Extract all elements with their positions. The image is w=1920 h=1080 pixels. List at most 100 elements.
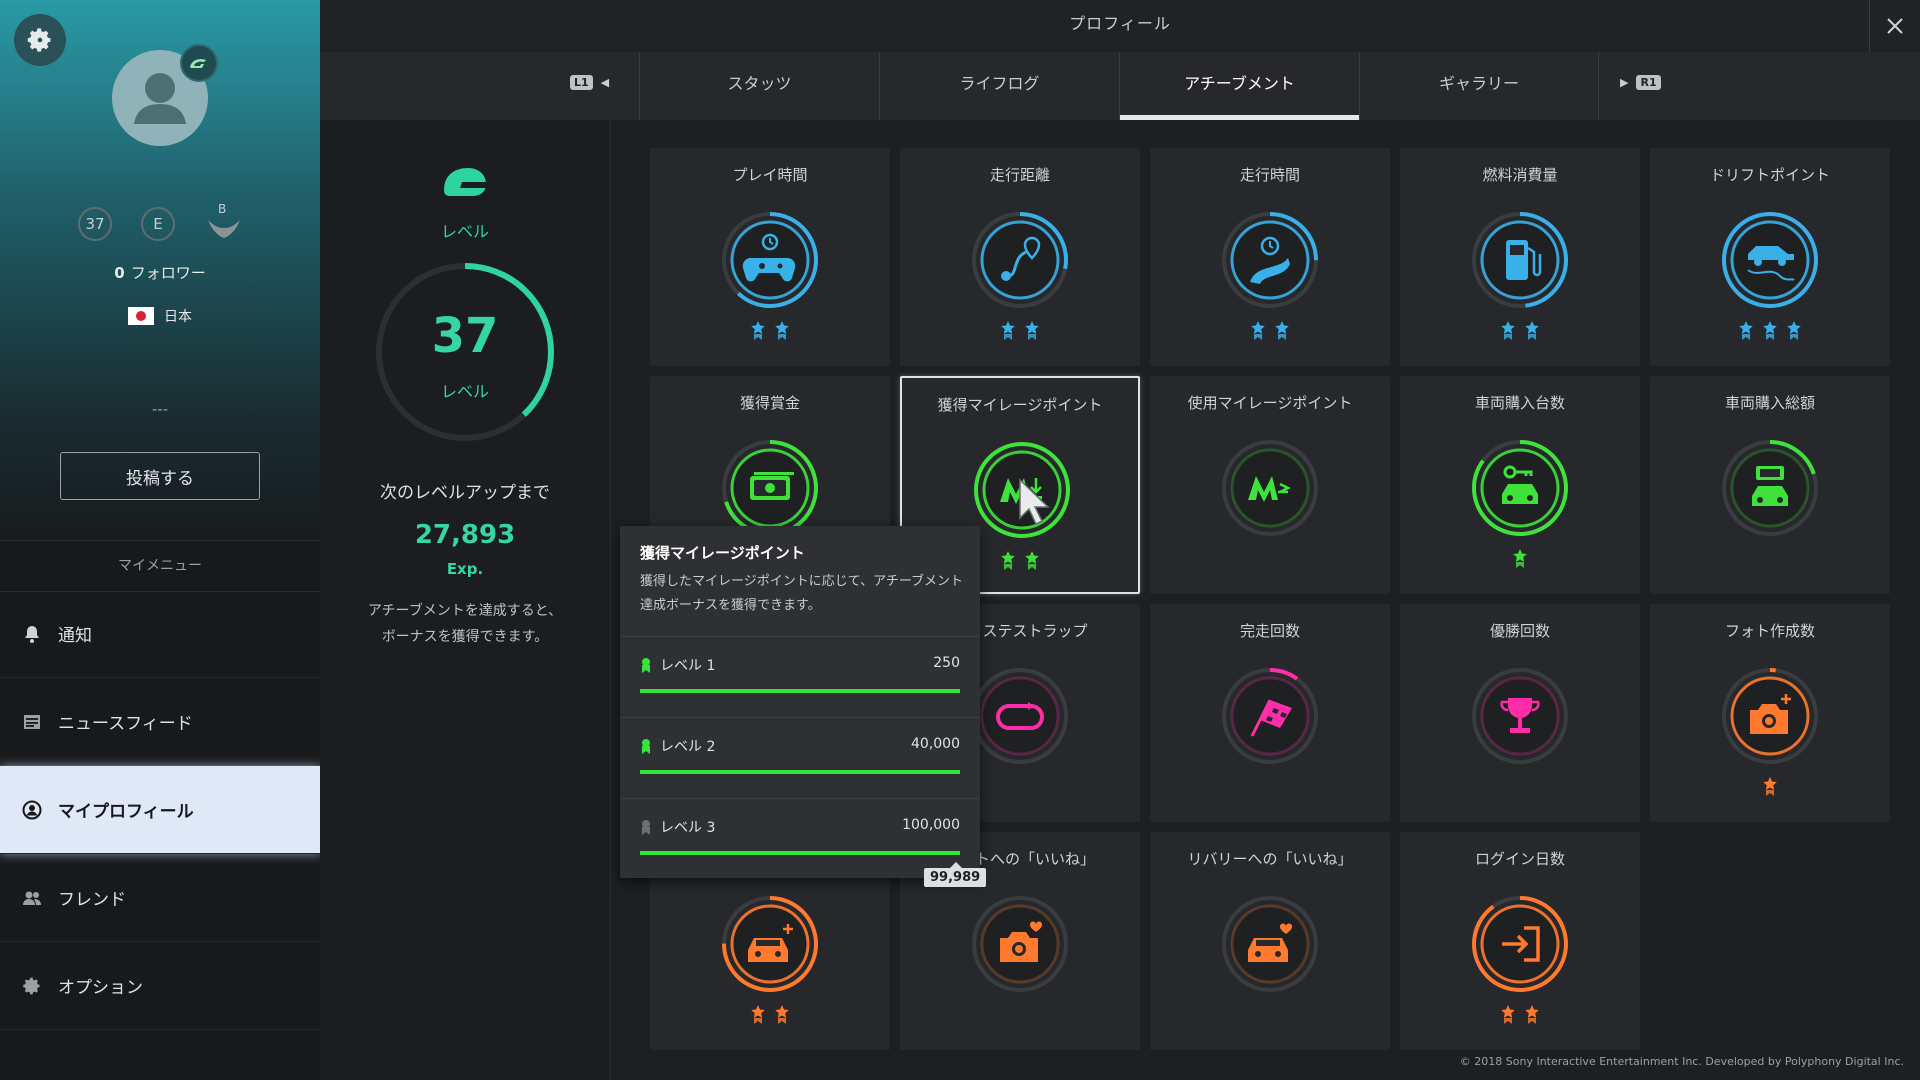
tooltip-level-value: 100,000	[902, 817, 960, 833]
route-pin-icon	[968, 208, 1072, 312]
achievement-card[interactable]: 優勝回数	[1400, 604, 1640, 822]
achievement-stars	[1650, 320, 1890, 342]
gamepad-clock-icon	[718, 208, 822, 312]
level-unit: レベル	[440, 382, 489, 401]
achievement-card[interactable]: フォト作成数	[1650, 604, 1890, 822]
tab-next-hint[interactable]: ▶ R1	[1620, 75, 1661, 90]
ribbon-star-icon	[1738, 320, 1754, 340]
menu-item-newsfeed[interactable]: ニュースフィード	[0, 678, 320, 766]
ribbon-icon	[642, 820, 650, 835]
gear-icon	[27, 28, 51, 52]
ribbon-icon	[642, 658, 650, 673]
settings-button[interactable]	[14, 14, 66, 66]
achievement-stars	[650, 1004, 890, 1026]
achievement-card[interactable]: 車両購入台数	[1400, 376, 1640, 594]
wings-icon	[208, 220, 240, 238]
post-button[interactable]: 投稿する	[60, 452, 260, 500]
achievement-stars	[900, 1004, 1140, 1026]
ribbon-star-icon	[774, 1004, 790, 1024]
tab-achievements[interactable]: アチーブメント	[1119, 52, 1359, 120]
next-level-exp: 27,893	[414, 520, 516, 550]
close-button[interactable]	[1869, 0, 1920, 52]
achievement-stars	[1400, 320, 1640, 342]
ribbon-star-icon	[1500, 320, 1516, 340]
login-icon	[1468, 892, 1572, 996]
achievement-stars	[1150, 548, 1390, 570]
camera-plus-icon	[1718, 664, 1822, 768]
menu-item-friends[interactable]: フレンド	[0, 854, 320, 942]
achievement-title: プレイ時間	[732, 166, 808, 184]
achievement-title: フォト作成数	[1724, 622, 1815, 640]
achievement-tooltip: 獲得マイレージポイント 獲得したマイレージポイントに応じて、アチーブメント達成ボ…	[620, 526, 980, 878]
achievement-card[interactable]: 走行時間	[1150, 148, 1390, 366]
achievement-title: フォトへの「いいね」	[944, 850, 1095, 868]
close-icon	[1887, 18, 1903, 34]
driver-rating-badge: E	[141, 207, 175, 241]
menu-item-notifications[interactable]: 通知	[0, 590, 320, 678]
car-key-icon	[1468, 436, 1572, 540]
level-label: レベル	[440, 222, 489, 241]
tab-stats[interactable]: スタッツ	[639, 52, 879, 120]
tooltip-level-bar	[640, 689, 960, 693]
achievement-stars	[650, 320, 890, 342]
checkered-flag-icon	[1218, 664, 1322, 768]
ribbon-star-icon	[774, 320, 790, 340]
tabs: スタッツ ライフログ アチーブメント ギャラリー	[639, 52, 1599, 120]
achievement-title: 燃料消費量	[1482, 166, 1558, 184]
menu-item-my-profile[interactable]: マイプロフィール	[0, 766, 321, 854]
profile-icon	[22, 800, 42, 820]
gear-icon	[22, 976, 42, 996]
achievement-card[interactable]: 完走回数	[1150, 604, 1390, 822]
gt-badge	[180, 44, 218, 82]
sportsmanship-rating-badge: B	[204, 202, 244, 244]
achievement-stars	[1400, 548, 1640, 570]
tab-prev-hint[interactable]: L1 ◀	[570, 75, 609, 90]
followers[interactable]: 0 フォロワー	[0, 262, 320, 283]
achievement-card[interactable]: 走行距離	[900, 148, 1140, 366]
achievement-card[interactable]: 車両購入総額	[1650, 376, 1890, 594]
friends-icon	[22, 888, 42, 908]
ribbon-star-icon	[1250, 320, 1266, 340]
achievement-stars	[902, 550, 1138, 572]
achievements-grid: プレイ時間 走行距離 走行時間 燃料消費量 ドリフトポイント 獲得賞金	[650, 148, 1890, 1052]
my-menu-heading: マイメニュー	[0, 540, 320, 592]
menu-item-label: マイプロフィール	[58, 802, 194, 822]
followers-count: 0	[114, 264, 125, 282]
r1-key: R1	[1636, 75, 1661, 90]
achievement-title: リバリーへの「いいね」	[1187, 850, 1353, 868]
gt-logo-icon	[190, 59, 206, 68]
ribbon-star-icon	[1024, 550, 1040, 570]
ribbon-icon	[642, 739, 650, 754]
tab-lifelog[interactable]: ライフログ	[879, 52, 1119, 120]
tab-gallery[interactable]: ギャラリー	[1359, 52, 1599, 120]
achievement-stars	[1650, 548, 1890, 570]
ribbon-star-icon	[1524, 1004, 1540, 1024]
tooltip-level-row: レベル 1 250	[620, 636, 980, 717]
achievement-card[interactable]: リバリーへの「いいね」	[1150, 832, 1390, 1050]
menu-item-label: フレンド	[58, 890, 126, 910]
achievement-card[interactable]: ドリフトポイント	[1650, 148, 1890, 366]
newsfeed-icon	[22, 712, 42, 732]
ribbon-star-icon	[1000, 320, 1016, 340]
level-progress-ring	[376, 263, 554, 441]
country-name: 日本	[164, 309, 192, 325]
achievement-card[interactable]: プレイ時間	[650, 148, 890, 366]
achievement-title: 優勝回数	[1489, 622, 1550, 640]
menu-item-options[interactable]: オプション	[0, 942, 320, 1030]
lap-icon	[968, 664, 1072, 768]
ribbon-star-icon	[750, 1004, 766, 1024]
achievement-stars	[1150, 320, 1390, 342]
next-level-title: 次のレベルアップまで	[380, 483, 550, 503]
achievement-stars	[1150, 776, 1390, 798]
tooltip-level-bar-fill	[640, 689, 960, 693]
achievement-stars	[1650, 776, 1890, 798]
menu-item-label: オプション	[58, 978, 143, 998]
achievement-card[interactable]: 燃料消費量	[1400, 148, 1640, 366]
achievement-title: ファステストラップ	[952, 622, 1088, 640]
bonus-note-line: アチーブメントを達成すると、	[367, 603, 563, 619]
my-menu: 通知 ニュースフィード マイプロフィール フレンド オプション	[0, 590, 321, 1030]
achievement-card[interactable]: 使用マイレージポイント	[1150, 376, 1390, 594]
tooltip-level-row: レベル 3 100,000	[620, 798, 980, 879]
ribbon-star-icon	[1786, 320, 1802, 340]
achievement-card[interactable]: ログイン日数	[1400, 832, 1640, 1050]
